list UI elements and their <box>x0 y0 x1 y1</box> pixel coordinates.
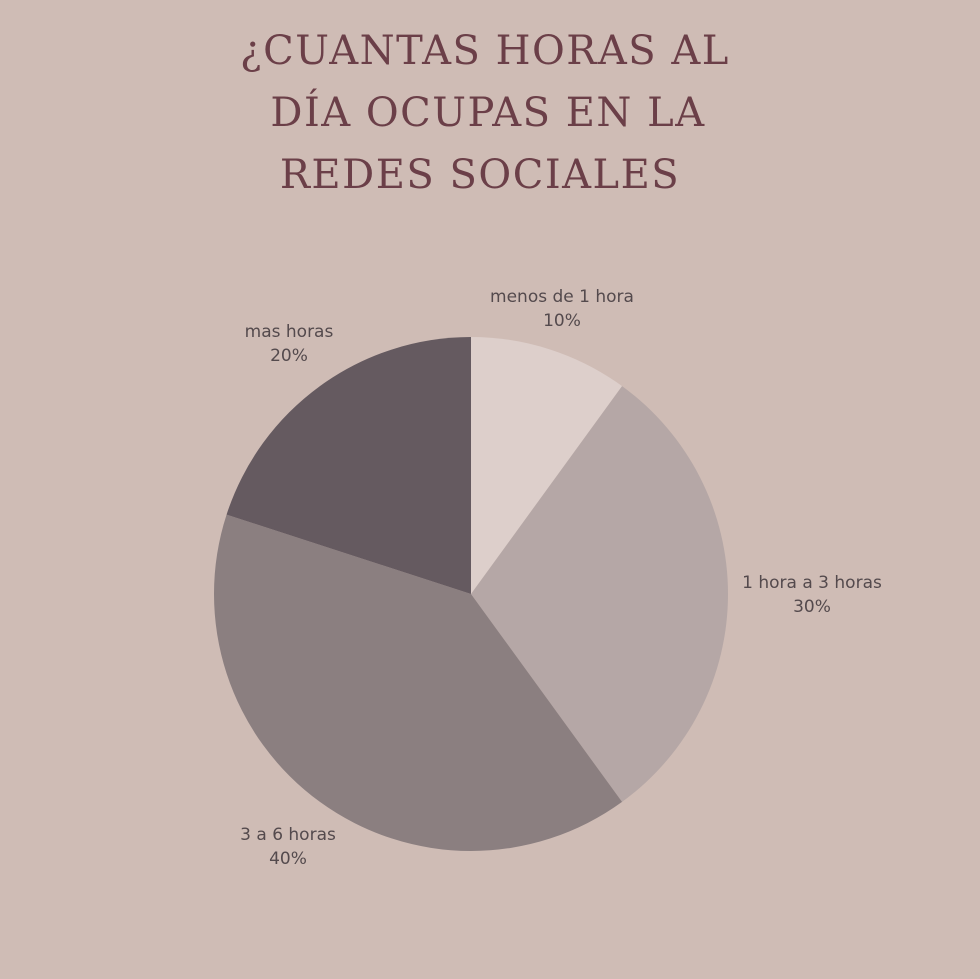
pie-slice-3-a-6-horas <box>213 514 623 852</box>
chart-title: ¿CUANTAS HORAS AL DÍA OCUPAS EN LA REDES… <box>0 20 980 206</box>
slice-label-menos-de-1-hora: menos de 1 hora 10% <box>490 285 634 333</box>
slice-label-name: menos de 1 hora <box>490 287 634 307</box>
chart-title-line-1: ¿CUANTAS HORAS AL <box>240 28 730 74</box>
pie-slice-menos-de-1-hora <box>471 337 623 594</box>
slice-label-mas-horas: mas horas 20% <box>245 320 334 368</box>
slice-label-value: 30% <box>793 597 831 617</box>
slice-label-value: 20% <box>270 346 308 366</box>
chart-title-line-2: DÍA OCUPAS EN LA <box>270 90 706 136</box>
slice-label-value: 40% <box>269 849 307 869</box>
pie-slice-mas-horas <box>226 337 471 594</box>
slice-label-name: 3 a 6 horas <box>240 825 336 845</box>
chart-title-line-3: REDES SOCIALES <box>279 152 681 198</box>
slice-label-name: mas horas <box>244 322 334 342</box>
slice-label-1-hora-a-3-horas: 1 hora a 3 horas 30% <box>742 571 882 619</box>
slice-label-3-a-6-horas: 3 a 6 horas 40% <box>240 823 336 871</box>
slice-label-name: 1 hora a 3 horas <box>742 573 882 593</box>
slice-label-value: 10% <box>543 311 581 331</box>
pie-slice-1-hora-a-3-horas <box>471 386 729 802</box>
